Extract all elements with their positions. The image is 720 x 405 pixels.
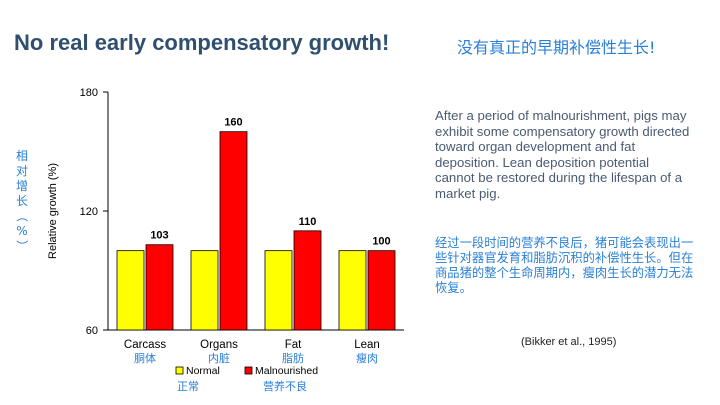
bar-malnourished-lean [367,250,396,331]
y-axis-label-chinese-char: 长 [16,194,28,208]
bar-normal-lean [338,250,367,331]
legend-label-chinese-malnourished: 营养不良 [263,379,307,393]
bar-malnourished-organs [219,131,248,331]
y-axis-label-chinese-char: 对 [16,164,28,178]
category-label-fat: Fat [285,339,302,351]
slide-title-chinese: 没有真正的早期补偿性生长! [457,38,656,57]
legend-swatch-normal [175,366,184,375]
category-label-lean: Lean [354,339,380,351]
category-label-organs: Organs [200,339,238,351]
bar-normal-organs [190,250,219,331]
y-tick-label: 120 [80,206,98,218]
y-axis-label-chinese-char: 相 [16,149,28,163]
category-label-chinese-fat: 脂肪 [282,351,304,365]
category-label-carcass: Carcass [124,339,166,351]
legend-swatch-malnourished [244,366,253,375]
y-tick-label: 180 [80,87,98,99]
legend-label-normal: Normal [186,365,220,377]
bar-malnourished-fat [293,230,322,331]
bar-malnourished-carcass [145,244,174,331]
data-label-lean: 100 [372,236,390,248]
category-label-chinese-lean: 瘦肉 [356,351,378,365]
y-axis-label-chinese-char: % [16,224,27,238]
slide-title: No real early compensatory growth! [14,30,390,55]
bar-normal-fat [264,250,293,331]
category-label-chinese-organs: 内脏 [208,351,230,365]
y-axis-label-chinese-char: 增 [16,179,28,193]
y-axis-label-chinese-char: （ [15,210,29,222]
legend-label-chinese-normal: 正常 [177,380,199,393]
description-chinese: 经过一段时间的营养不良后，猪可能会表现出一些针对器官发育和脂肪沉积的补偿性生长。… [435,236,694,295]
category-label-chinese-carcass: 胴体 [134,351,156,365]
legend-label-malnourished: Malnourished [255,365,318,377]
description-english: After a period of malnourishment, pigs m… [435,108,690,201]
citation: (Bikker et al., 1995) [521,336,617,348]
data-label-carcass: 103 [150,230,168,242]
y-tick-label: 60 [86,325,98,337]
y-axis-label: Relative growth (%) [47,163,59,259]
bar-normal-carcass [116,250,145,331]
y-axis-label-chinese-char: ） [15,240,29,252]
data-label-fat: 110 [299,216,317,228]
data-label-organs: 160 [224,117,242,129]
